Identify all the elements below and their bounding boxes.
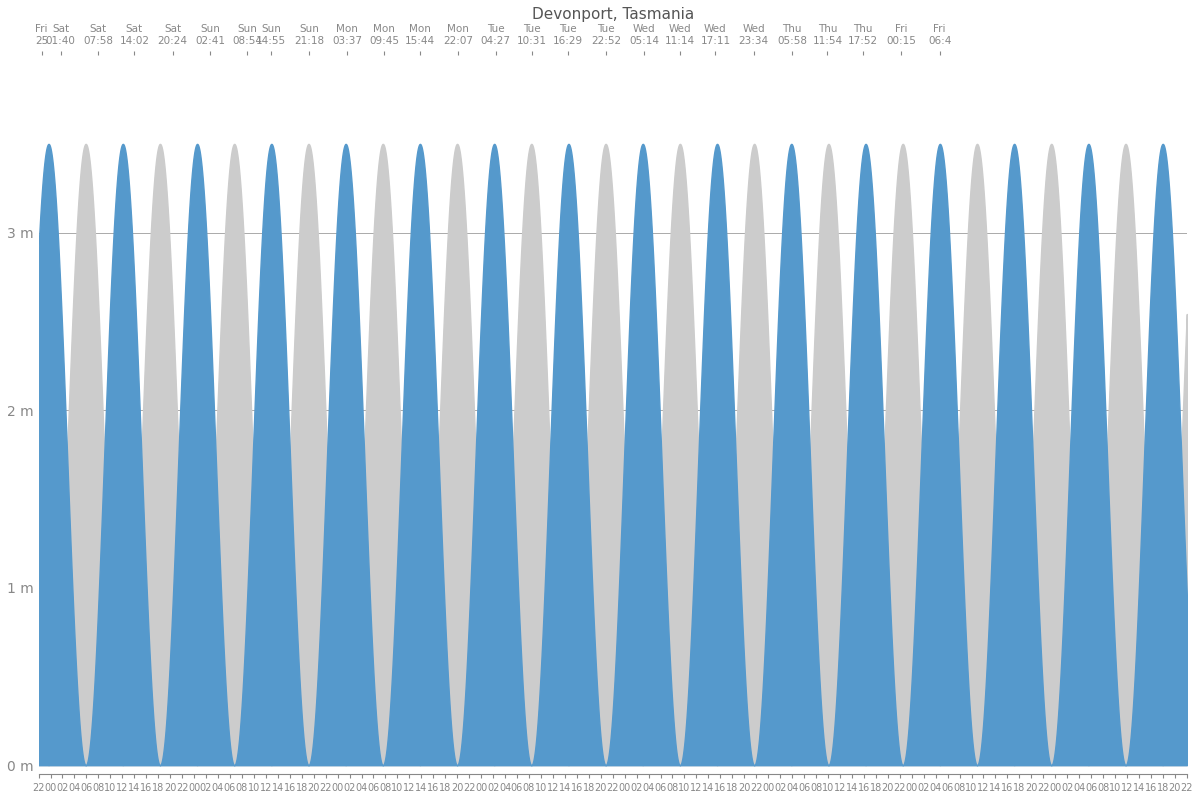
Title: Devonport, Tasmania: Devonport, Tasmania xyxy=(532,7,694,22)
